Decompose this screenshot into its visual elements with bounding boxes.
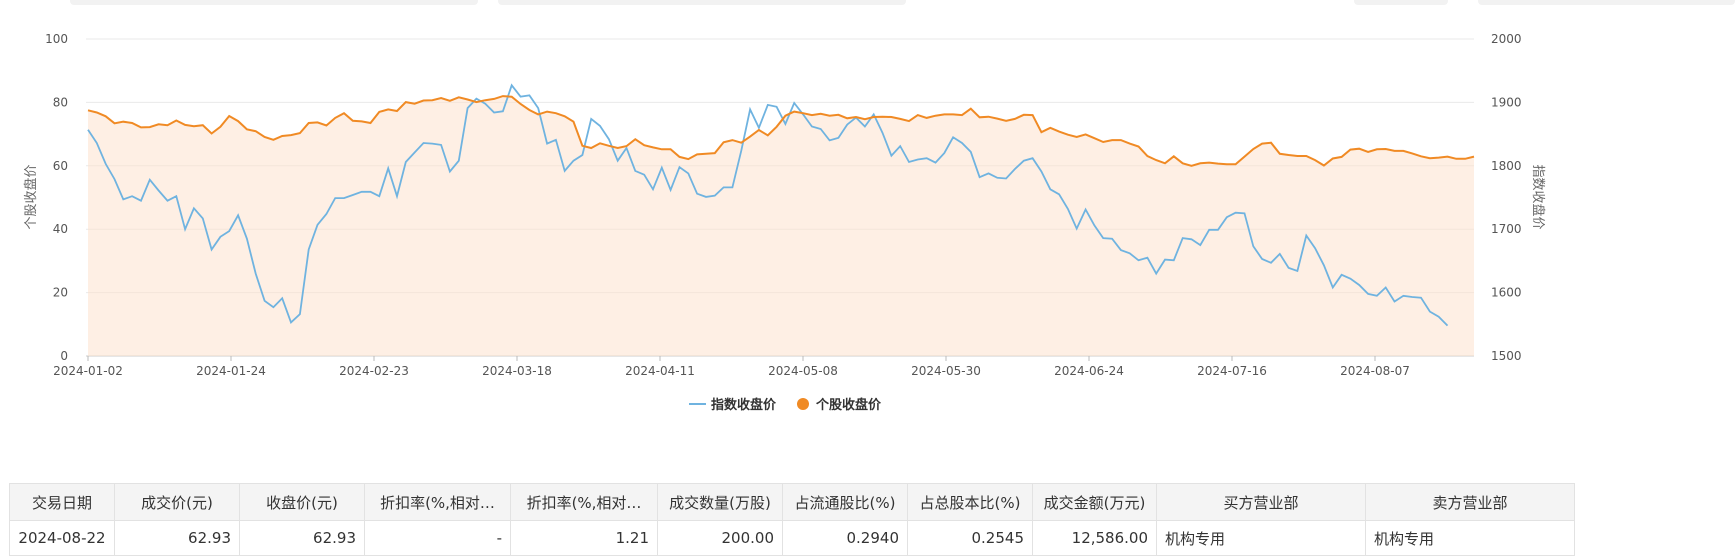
- column-header[interactable]: 折扣率(%,相对…: [510, 483, 658, 521]
- left-tick-label: 0: [60, 349, 68, 363]
- toolbar-control[interactable]: [1478, 0, 1735, 5]
- stock-close-line: [87, 95, 1475, 167]
- right-tick-label: 1900: [1491, 95, 1522, 109]
- legend-dot-icon: [797, 398, 809, 410]
- column-header[interactable]: 交易日期: [9, 483, 115, 521]
- x-tick-label: 2024-04-11: [625, 364, 695, 378]
- x-axis-ticks: 2024-01-02 2024-01-24 2024-02-23 2024-03-18…: [53, 356, 1410, 378]
- cell-seller: 机构专用: [1365, 520, 1575, 556]
- cell-trade-date: 2024-08-22: [9, 520, 115, 556]
- left-axis-title: 个股收盘价: [23, 164, 39, 229]
- column-header[interactable]: 卖方营业部: [1365, 483, 1575, 521]
- legend-label-index: 指数收盘价: [711, 397, 777, 413]
- table-header-row: 交易日期 成交价(元) 收盘价(元) 折扣率(%,相对… 折扣率(%,相对… 成…: [9, 483, 1575, 521]
- cell-amount: 12,586.00: [1032, 520, 1157, 556]
- cell-buyer: 机构专用: [1156, 520, 1366, 556]
- legend-item-index[interactable]: 指数收盘价: [689, 397, 777, 413]
- x-tick-label: 2024-05-08: [768, 364, 838, 378]
- chart-legend: 指数收盘价 个股收盘价: [689, 397, 882, 413]
- x-tick-label: 2024-05-30: [911, 364, 981, 378]
- right-axis-ticks: 1500 1600 1700 1800 1900 2000: [1491, 32, 1522, 363]
- right-axis-title: 指数收盘价: [1530, 164, 1546, 229]
- toolbar-control[interactable]: [498, 0, 906, 5]
- x-tick-label: 2024-06-24: [1054, 364, 1124, 378]
- column-header[interactable]: 折扣率(%,相对…: [364, 483, 511, 521]
- table-row[interactable]: 2024-08-22 62.93 62.93 - 1.21 200.00 0.2…: [9, 520, 1575, 556]
- cell-total-ratio: 0.2545: [907, 520, 1033, 556]
- cell-deal-price: 62.93: [114, 520, 240, 556]
- right-tick-label: 1700: [1491, 222, 1522, 236]
- legend-item-stock[interactable]: 个股收盘价: [797, 397, 882, 413]
- column-header[interactable]: 成交价(元): [114, 483, 240, 521]
- left-tick-label: 20: [53, 286, 68, 300]
- right-tick-label: 1500: [1491, 349, 1522, 363]
- x-tick-label: 2024-08-07: [1340, 364, 1410, 378]
- x-tick-label: 2024-03-18: [482, 364, 552, 378]
- top-toolbar-strip: [0, 0, 1735, 8]
- column-header[interactable]: 成交数量(万股): [657, 483, 783, 521]
- left-tick-label: 100: [45, 32, 68, 46]
- left-axis-ticks: 0 20 40 60 80 100: [45, 32, 68, 363]
- cell-discount-rate-1: -: [364, 520, 511, 556]
- x-tick-label: 2024-01-02: [53, 364, 123, 378]
- column-header[interactable]: 占流通股比(%): [782, 483, 908, 521]
- stock-close-area-fill: [88, 96, 1474, 356]
- right-tick-label: 1600: [1491, 286, 1522, 300]
- left-tick-label: 80: [53, 95, 68, 109]
- column-header[interactable]: 买方营业部: [1156, 483, 1366, 521]
- column-header[interactable]: 占总股本比(%): [907, 483, 1033, 521]
- right-tick-label: 2000: [1491, 32, 1522, 46]
- dual-axis-line-chart: 0 20 40 60 80 100 1500 1600 1700 1800 1900 2000 20…: [23, 32, 1546, 413]
- block-trade-table: 交易日期 成交价(元) 收盘价(元) 折扣率(%,相对… 折扣率(%,相对… 成…: [9, 483, 1575, 556]
- column-header[interactable]: 成交金额(万元): [1032, 483, 1157, 521]
- x-tick-label: 2024-02-23: [339, 364, 409, 378]
- right-tick-label: 1800: [1491, 159, 1522, 173]
- column-header[interactable]: 收盘价(元): [239, 483, 365, 521]
- toolbar-control[interactable]: [70, 0, 478, 5]
- left-tick-label: 40: [53, 222, 68, 236]
- left-tick-label: 60: [53, 159, 68, 173]
- index-close-line: [87, 83, 1449, 327]
- cell-discount-rate-2: 1.21: [510, 520, 658, 556]
- x-tick-label: 2024-07-16: [1197, 364, 1267, 378]
- cell-volume: 200.00: [657, 520, 783, 556]
- legend-label-stock: 个股收盘价: [815, 397, 882, 413]
- toolbar-control[interactable]: [1354, 0, 1448, 5]
- cell-float-ratio: 0.2940: [782, 520, 908, 556]
- cell-close-price: 62.93: [239, 520, 365, 556]
- x-tick-label: 2024-01-24: [196, 364, 266, 378]
